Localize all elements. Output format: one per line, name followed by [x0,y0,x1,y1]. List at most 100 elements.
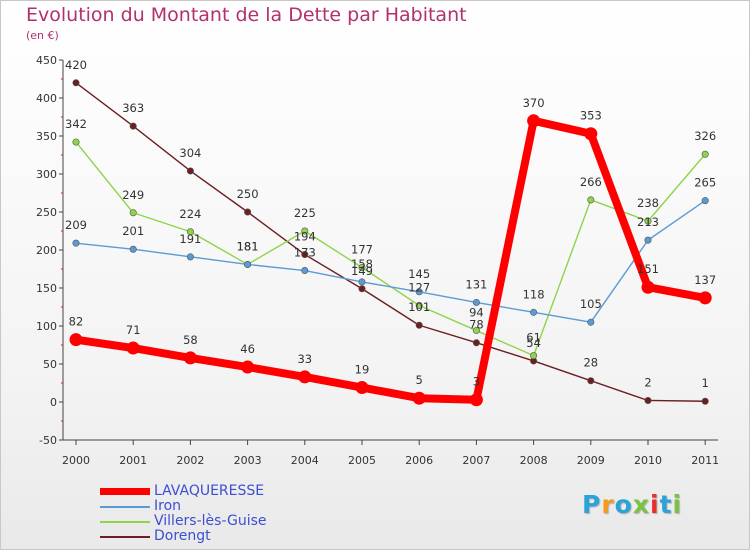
data-point [701,397,709,405]
legend-swatch-lavaqueresse [100,488,150,495]
logo-letter: o [614,490,633,519]
data-point [584,127,598,141]
data-label: 118 [523,287,545,301]
legend-item-lavaqueresse: LAVAQUERESSE [100,483,320,499]
logo-letter: t [659,490,673,519]
data-point [129,209,137,217]
data-label: 131 [465,277,487,291]
data-point [129,122,137,130]
data-label: 82 [69,315,84,329]
data-point [587,318,595,326]
data-label: 224 [179,207,201,221]
x-tick-label: 2004 [291,454,319,467]
data-label: 420 [65,58,87,72]
data-point [72,239,80,247]
data-label: 145 [408,267,430,281]
data-point [69,333,83,347]
data-label: 2 [644,375,651,389]
legend-label-dorengt: Dorengt [154,528,211,544]
data-label: 304 [179,146,201,160]
y-tick-label: 350 [36,130,57,143]
x-tick-label: 2002 [176,454,204,467]
data-point [415,301,423,309]
y-tick-label: 300 [36,168,57,181]
data-point [641,280,655,294]
x-tick-label: 2005 [348,454,376,467]
logo-letter: r [601,490,615,519]
data-point [587,377,595,385]
data-point [415,321,423,329]
x-tick-label: 2011 [691,454,719,467]
data-point [126,341,140,355]
data-label: 265 [694,176,716,190]
data-label: 46 [240,342,255,356]
series-line-villers-l-s-guise [75,141,706,357]
data-label: 3 [473,375,480,389]
data-label: 5 [416,373,423,387]
data-label: 61 [526,331,541,345]
data-label: 71 [126,323,141,337]
legend: LAVAQUERESSE Iron Villers-lès-Guise Dore… [100,483,320,544]
data-point [698,291,712,305]
series-line-lavaqueresse [72,116,710,404]
x-tick-label: 2000 [62,454,90,467]
y-tick-label: 250 [36,206,57,219]
data-point [183,351,197,365]
data-point [472,327,480,335]
data-label: 370 [523,96,545,110]
data-label: 353 [580,109,602,123]
x-tick-label: 2003 [234,454,262,467]
data-label: 191 [179,232,201,246]
data-point [644,217,652,225]
data-point [472,339,480,347]
data-label: 342 [65,117,87,131]
data-point [644,236,652,244]
x-tick-label: 2008 [520,454,548,467]
data-point [415,288,423,296]
data-point [358,263,366,271]
data-label: 149 [351,264,373,278]
logo-letter: i [650,490,660,519]
y-tick-label: 0 [50,396,57,409]
data-label: 101 [408,300,430,314]
data-label: 151 [637,262,659,276]
legend-label-iron: Iron [154,498,182,514]
data-point [186,253,194,261]
data-label: 181 [237,239,259,253]
legend-swatch-dorengt [100,536,150,538]
data-point [527,114,541,128]
data-label: 158 [351,257,373,271]
data-point [530,308,538,316]
data-label: 201 [122,224,144,238]
x-tick-label: 2007 [462,454,490,467]
data-label: 28 [583,356,598,370]
legend-label-villers-les-guise: Villers-lès-Guise [154,513,267,529]
x-tick-label: 2006 [405,454,433,467]
data-label: 105 [580,297,602,311]
legend-item-dorengt: Dorengt [100,528,320,544]
data-point [355,381,369,395]
data-label: 177 [351,242,373,256]
data-label: 137 [694,273,716,287]
x-tick-label: 2001 [119,454,147,467]
legend-item-iron: Iron [100,498,320,514]
y-tick-label: 400 [36,92,57,105]
series-line-iron [75,199,706,323]
y-tick-label: 200 [36,244,57,257]
data-label: 250 [237,187,259,201]
data-label: 181 [237,239,259,253]
data-point [358,278,366,286]
data-label: 78 [469,318,484,332]
data-point [472,298,480,306]
data-label: 1 [702,376,709,390]
data-label: 209 [65,218,87,232]
data-label: 33 [297,352,312,366]
data-point [301,267,309,275]
x-tick-label: 2009 [577,454,605,467]
data-point [241,360,255,374]
data-label: 225 [294,206,316,220]
data-point [412,391,426,405]
y-tick-label: 150 [36,282,57,295]
